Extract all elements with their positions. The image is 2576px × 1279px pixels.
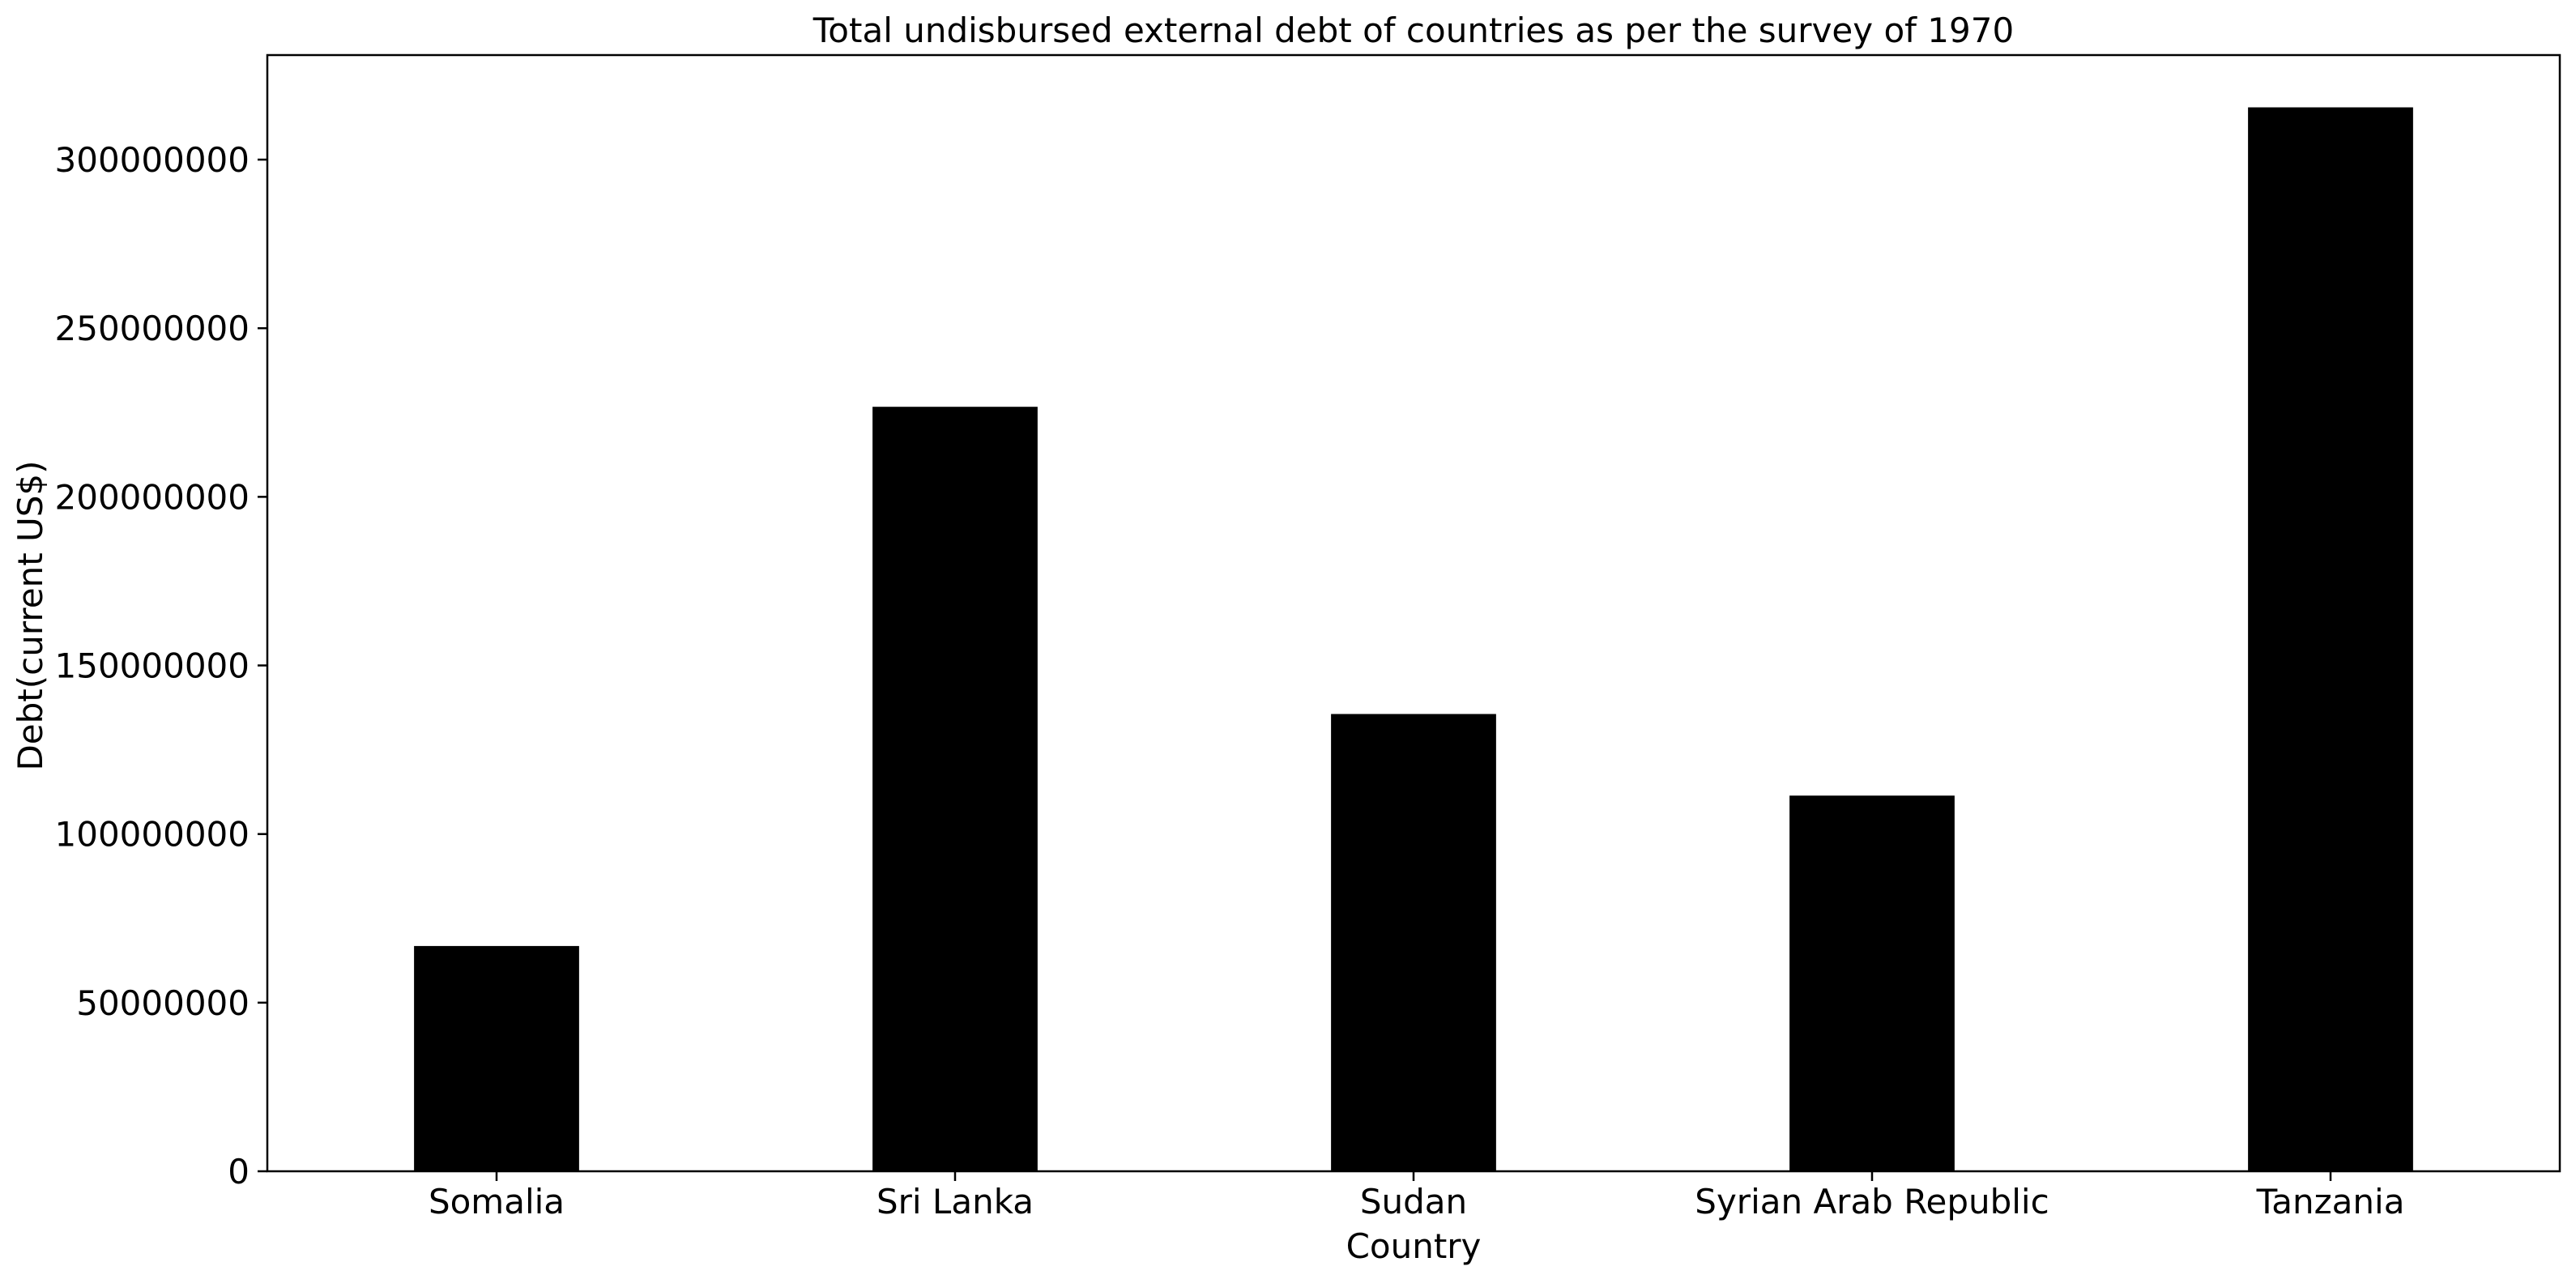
x-axis-label: Country [1346, 1226, 1482, 1266]
x-tick-label: Tanzania [2256, 1182, 2405, 1221]
y-axis-label: Debt(current US$) [11, 460, 50, 770]
x-tick-label: Sudan [1360, 1182, 1467, 1221]
x-tick-label: Sri Lanka [876, 1182, 1034, 1221]
chart-title: Total undisbursed external debt of count… [812, 11, 2014, 50]
y-tick-label: 50000000 [76, 983, 249, 1023]
x-tick-label: Syrian Arab Republic [1695, 1182, 2049, 1221]
y-tick-label: 150000000 [55, 646, 250, 686]
y-tick-label: 250000000 [55, 309, 250, 348]
x-tick-label: Somalia [429, 1182, 565, 1221]
y-axis: 0 50000000 100000000 150000000 200000000 2500… [55, 140, 267, 1192]
bar-syrian-arab-republic [1789, 795, 1955, 1171]
y-tick-label: 0 [228, 1152, 249, 1192]
bar-somalia [414, 945, 579, 1171]
x-axis: Somalia Sri Lanka Sudan Syrian Arab Republi… [429, 1171, 2404, 1221]
y-tick-label: 200000000 [55, 477, 250, 517]
bars-group [414, 107, 2413, 1172]
bar-sudan [1331, 714, 1496, 1171]
y-tick-label: 300000000 [55, 140, 250, 180]
y-tick-label: 100000000 [55, 815, 250, 855]
bar-tanzania [2248, 107, 2413, 1172]
bar-sri-lanka [872, 407, 1038, 1171]
